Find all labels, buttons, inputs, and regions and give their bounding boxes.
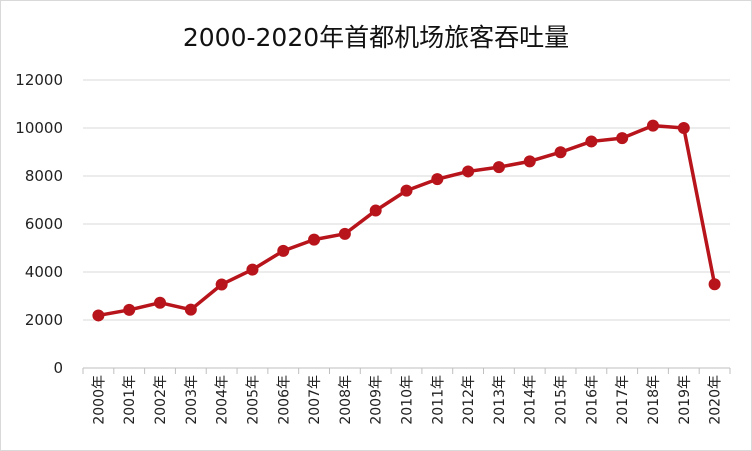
data-point-2013年	[492, 161, 505, 174]
x-tick-label: 2002年	[153, 375, 169, 425]
series-layer	[92, 119, 721, 322]
x-tick-label: 2016年	[584, 375, 600, 425]
data-point-2011年	[431, 173, 444, 186]
x-tick-label: 2014年	[523, 375, 539, 425]
x-tick-label: 2013年	[492, 375, 508, 425]
y-tick-label: 2000	[25, 311, 63, 329]
x-tick-label: 2020年	[708, 375, 724, 425]
x-tick-label: 2011年	[430, 375, 446, 425]
data-point-2001年	[123, 303, 136, 316]
y-tick-label: 0	[53, 359, 63, 377]
y-tick-label: 6000	[25, 215, 63, 233]
x-tick-label: 2018年	[646, 375, 662, 425]
y-tick-label: 12000	[15, 71, 63, 89]
x-tick-label: 2003年	[184, 375, 200, 425]
x-tick-label: 2004年	[215, 375, 231, 425]
data-point-2008年	[338, 227, 351, 240]
x-axis: 2000年 2001年 2002年 2003年 2004年 2005年 2006年 2007年…	[82, 367, 731, 425]
gridlines	[83, 79, 730, 321]
y-axis: 0 2000 4000 6000 8000 10000 12000	[15, 71, 63, 377]
x-tick-label: 2001年	[122, 375, 138, 425]
data-point-2019年	[677, 122, 690, 134]
y-tick-label: 8000	[25, 167, 63, 185]
x-tick-label: 2017年	[615, 375, 631, 425]
data-point-2018年	[646, 119, 659, 132]
chart-title: 2000-2020年首都机场旅客吞吐量	[182, 23, 570, 52]
data-point-2004年	[215, 278, 228, 291]
data-point-2003年	[184, 303, 197, 316]
data-point-2010年	[400, 184, 413, 197]
x-tick-label: 2019年	[677, 375, 693, 425]
data-point-2002年	[154, 296, 167, 309]
x-tick-label: 2009年	[369, 375, 385, 425]
y-tick-label: 10000	[15, 119, 63, 137]
x-tick-label: 2010年	[400, 375, 416, 425]
data-point-2009年	[369, 204, 382, 217]
data-point-2020年	[708, 278, 721, 291]
data-point-2017年	[616, 132, 629, 145]
data-point-2014年	[523, 155, 536, 168]
data-point-2016年	[585, 135, 598, 148]
data-point-2007年	[308, 233, 321, 246]
x-tick-label: 2008年	[338, 375, 354, 425]
x-tick-label: 2000年	[91, 375, 107, 425]
data-point-2005年	[246, 263, 259, 276]
data-point-2012年	[462, 165, 475, 178]
x-tick-label: 2015年	[554, 375, 570, 425]
data-point-2006年	[277, 244, 290, 257]
data-point-2015年	[554, 146, 567, 159]
y-tick-label: 4000	[25, 263, 63, 281]
x-tick-label: 2006年	[276, 375, 292, 425]
x-tick-label: 2007年	[307, 375, 323, 425]
x-tick-label: 2005年	[245, 375, 261, 425]
data-point-2000年	[92, 309, 105, 322]
x-tick-label: 2012年	[461, 375, 477, 425]
series-line	[98, 123, 717, 318]
